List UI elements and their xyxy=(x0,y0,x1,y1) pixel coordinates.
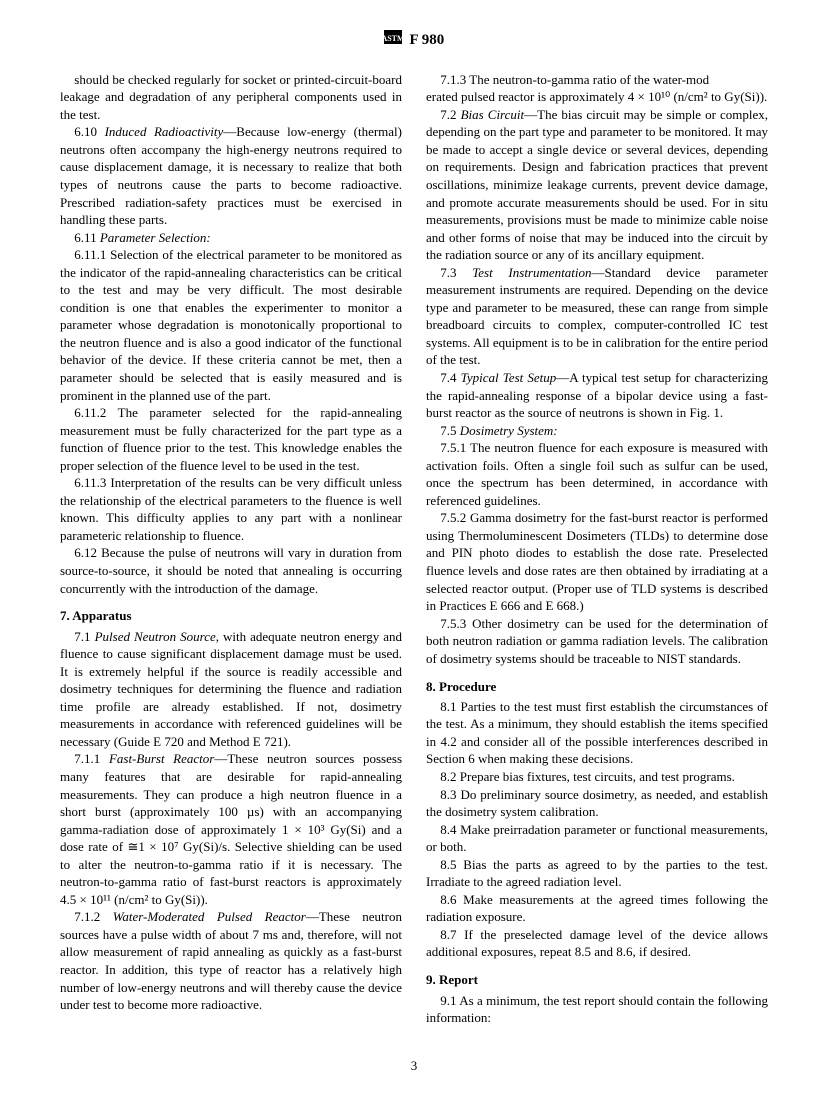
para-6-12: 6.12 Because the pulse of neutrons will … xyxy=(60,544,402,597)
para-7-3: 7.3 Test Instrumentation—Standard device… xyxy=(426,264,768,369)
text: —Standard device parameter measurement i… xyxy=(426,265,768,368)
para-7-1-2: 7.1.2 Water-Moderated Pulsed Reactor—The… xyxy=(60,908,402,1013)
para-8-1: 8.1 Parties to the test must first estab… xyxy=(426,698,768,768)
para-6-11: 6.11 Parameter Selection: xyxy=(60,229,402,247)
text: —These neutron sources have a pulse widt… xyxy=(60,909,402,1012)
para-8-2: 8.2 Prepare bias fixtures, test circuits… xyxy=(426,768,768,786)
num: 6.11 xyxy=(74,230,100,245)
num: 7.1.2 xyxy=(74,909,112,924)
para-6-11-1: 6.11.1 Selection of the electrical param… xyxy=(60,246,402,404)
text: —These neutron sources possess many feat… xyxy=(60,751,402,906)
para-7-5-3: 7.5.3 Other dosimetry can be used for th… xyxy=(426,615,768,668)
term: Water-Moderated Pulsed Reactor xyxy=(113,909,306,924)
para-6-11-3: 6.11.3 Interpretation of the results can… xyxy=(60,474,402,544)
section-8-title: 8. Procedure xyxy=(426,678,768,696)
num: 7.1 xyxy=(74,629,94,644)
term: Pulsed Neutron Source, xyxy=(95,629,219,644)
term: Dosimetry System: xyxy=(460,423,558,438)
para-7-1-1: 7.1.1 Fast-Burst Reactor—These neutron s… xyxy=(60,750,402,908)
section-7-title: 7. Apparatus xyxy=(60,607,402,625)
para-9-1: 9.1 As a minimum, the test report should… xyxy=(426,992,768,1027)
section-9-title: 9. Report xyxy=(426,971,768,989)
para-7-1-3: 7.1.3 The neutron-to-gamma ratio of the … xyxy=(426,71,768,89)
para-6-11-2: 6.11.2 The parameter selected for the ra… xyxy=(60,404,402,474)
para-7-4: 7.4 Typical Test Setup—A typical test se… xyxy=(426,369,768,422)
para-6-10: 6.10 Induced Radioactivity—Because low-e… xyxy=(60,123,402,228)
text: —The bias circuit may be simple or compl… xyxy=(426,107,768,262)
num: 7.5 xyxy=(440,423,460,438)
text: —Because low-energy (thermal) neutrons o… xyxy=(60,124,402,227)
term: Fast-Burst Reactor xyxy=(109,751,214,766)
num: 7.4 xyxy=(440,370,460,385)
body-columns: should be checked regularly for socket o… xyxy=(60,71,768,1027)
para-8-7: 8.7 If the preselected damage level of t… xyxy=(426,926,768,961)
term: Bias Circuit xyxy=(461,107,525,122)
text: with adequate neutron energy and fluence… xyxy=(60,629,402,749)
term: Induced Radioactivity xyxy=(105,124,224,139)
astm-logo-icon: ASTM xyxy=(384,30,402,50)
para-8-3: 8.3 Do preliminary source dosimetry, as … xyxy=(426,786,768,821)
term: Parameter Selection: xyxy=(100,230,211,245)
para-7-5-1: 7.5.1 The neutron fluence for each expos… xyxy=(426,439,768,509)
para-7-5-2: 7.5.2 Gamma dosimetry for the fast-burst… xyxy=(426,509,768,614)
num: 7.1.1 xyxy=(74,751,109,766)
para-7-1: 7.1 Pulsed Neutron Source, with adequate… xyxy=(60,628,402,751)
num: 7.3 xyxy=(440,265,472,280)
para-8-5: 8.5 Bias the parts as agreed to by the p… xyxy=(426,856,768,891)
term: Typical Test Setup xyxy=(461,370,557,385)
num: 6.10 xyxy=(74,124,104,139)
para-7-2: 7.2 Bias Circuit—The bias circuit may be… xyxy=(426,106,768,264)
para-8-4: 8.4 Make preirradation parameter or func… xyxy=(426,821,768,856)
page-number: 3 xyxy=(60,1057,768,1075)
svg-text:ASTM: ASTM xyxy=(384,34,402,43)
page-header: ASTM F 980 xyxy=(60,30,768,51)
num: 7.2 xyxy=(440,107,460,122)
para-8-6: 8.6 Make measurements at the agreed time… xyxy=(426,891,768,926)
term: Test Instrumentation xyxy=(472,265,591,280)
para-7-1-3-cont: erated pulsed reactor is approximately 4… xyxy=(426,88,768,106)
standard-designation: F 980 xyxy=(409,32,444,48)
para-7-5: 7.5 Dosimetry System: xyxy=(426,422,768,440)
para-6-continued: should be checked regularly for socket o… xyxy=(60,71,402,124)
